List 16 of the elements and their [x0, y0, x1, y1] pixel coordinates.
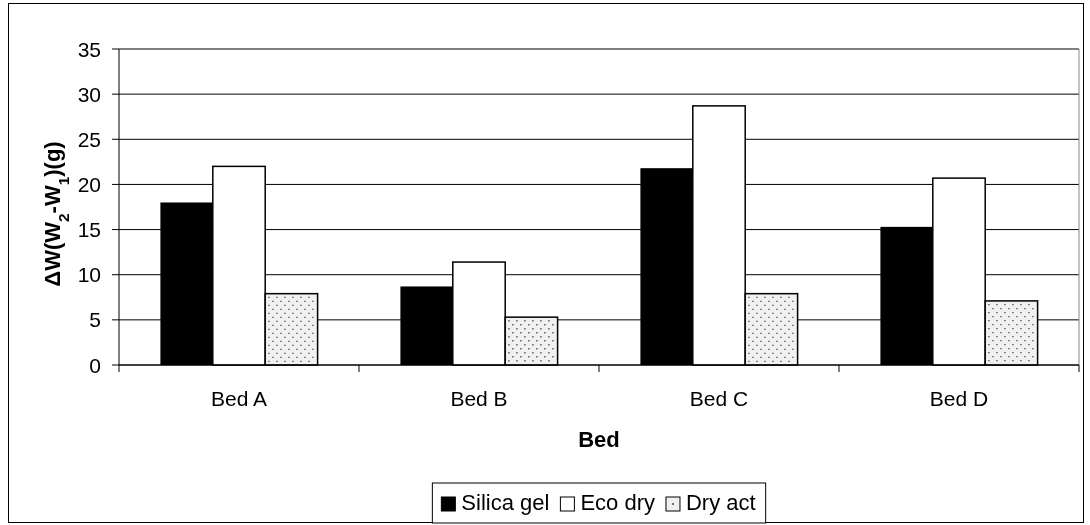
y-tick-label: 10: [77, 263, 101, 287]
x-axis-title: Bed: [578, 427, 620, 452]
x-tick-label: Bed B: [450, 387, 508, 410]
legend-label: Dry act: [685, 490, 756, 515]
legend-label: Eco dry: [580, 490, 655, 515]
y-tick-label: 30: [77, 82, 101, 106]
y-tick-label: 35: [77, 37, 101, 61]
y-tick-label: 25: [77, 127, 101, 151]
y-tick-label: 5: [89, 308, 101, 332]
y-tick-label: 0: [89, 353, 101, 377]
x-tick-label: Bed D: [929, 387, 989, 410]
y-tick-label: 15: [77, 218, 101, 242]
x-tick-label: Bed A: [210, 387, 268, 410]
x-tick-label: Bed C: [689, 387, 749, 410]
y-tick-label: 20: [77, 172, 101, 196]
legend-label: Silica gel: [461, 490, 550, 515]
